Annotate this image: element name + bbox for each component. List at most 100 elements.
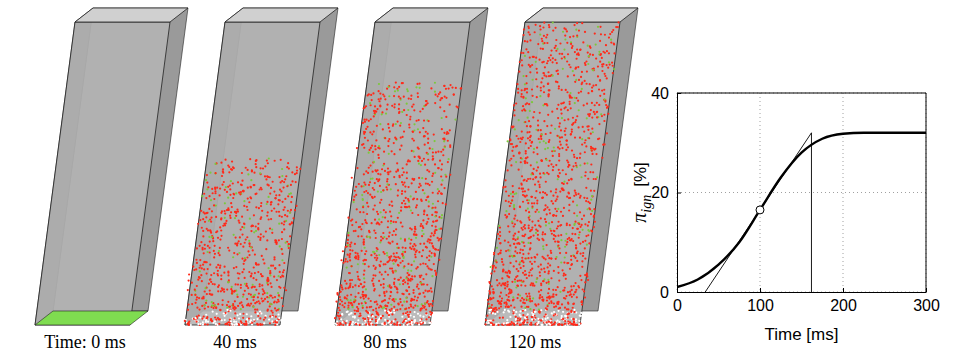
particle [379, 105, 381, 107]
particle [203, 252, 205, 254]
particle [359, 279, 361, 281]
particle [341, 314, 343, 316]
particle [364, 323, 366, 325]
particle [435, 151, 437, 153]
particle [398, 212, 400, 214]
particle [203, 193, 205, 195]
particle [284, 214, 286, 216]
particle [437, 151, 439, 153]
particle [295, 205, 297, 207]
particle [397, 189, 399, 191]
particle [211, 304, 213, 306]
particle [299, 168, 301, 170]
particle [413, 109, 415, 111]
particle [202, 323, 204, 325]
particle [233, 193, 235, 195]
particle [237, 181, 239, 183]
particle [278, 295, 280, 297]
particle [368, 230, 370, 232]
particle [346, 294, 348, 296]
particle [238, 317, 240, 319]
particle [210, 281, 212, 283]
particle [278, 199, 280, 201]
particle [226, 307, 228, 309]
particle [372, 315, 374, 317]
particle [342, 262, 344, 264]
particle [431, 207, 433, 209]
particle [414, 275, 416, 277]
particle [387, 168, 389, 170]
particle [195, 268, 197, 270]
particle [402, 255, 404, 257]
particle [443, 132, 445, 134]
particle [417, 96, 419, 98]
particle [225, 186, 227, 188]
particle [250, 303, 252, 305]
particle [356, 271, 358, 273]
particle [363, 131, 365, 133]
particle [376, 257, 378, 259]
particle [350, 302, 352, 304]
particle [420, 321, 422, 323]
particle [440, 168, 442, 170]
particle [392, 298, 394, 300]
particle [257, 236, 259, 238]
particle [443, 110, 445, 112]
particle [431, 252, 433, 254]
particle [204, 244, 206, 246]
particle [425, 318, 427, 320]
particle [381, 307, 383, 309]
particle [339, 299, 341, 301]
particle [274, 324, 276, 326]
particle [388, 85, 390, 87]
particle [362, 259, 364, 261]
particle [370, 300, 372, 302]
particle [418, 155, 420, 157]
particle [397, 120, 399, 122]
particle [405, 312, 407, 314]
particle [434, 163, 436, 165]
particle [265, 248, 267, 250]
particle [291, 171, 293, 173]
particle [238, 324, 240, 326]
particle [229, 309, 231, 311]
particle [380, 221, 382, 223]
particle [362, 185, 364, 187]
particle [238, 240, 240, 242]
particle [440, 192, 442, 194]
particle [209, 251, 211, 253]
particle [224, 266, 226, 268]
particle [374, 105, 376, 107]
particle [383, 236, 385, 238]
particle [282, 275, 284, 277]
particle [277, 275, 279, 277]
particle [384, 263, 386, 265]
particle [342, 324, 344, 326]
particle [391, 205, 393, 207]
particle [401, 202, 403, 204]
particle [230, 168, 232, 170]
particle [203, 261, 205, 263]
particle [402, 251, 404, 253]
particle [279, 287, 281, 289]
particle [219, 318, 221, 320]
particle [370, 321, 372, 323]
particle [444, 146, 446, 148]
particle [227, 209, 229, 211]
particle [387, 171, 389, 173]
particle [227, 271, 229, 273]
particle [422, 227, 424, 229]
particle [254, 294, 256, 296]
particle [439, 106, 441, 108]
particle [229, 215, 231, 217]
particle [267, 277, 269, 279]
particle [426, 265, 428, 267]
particle [219, 309, 221, 311]
particle [422, 262, 424, 264]
particle [224, 159, 226, 161]
particle [269, 305, 271, 307]
particle [366, 306, 368, 308]
particle [427, 159, 429, 161]
particle [276, 279, 278, 281]
particle [416, 198, 418, 200]
